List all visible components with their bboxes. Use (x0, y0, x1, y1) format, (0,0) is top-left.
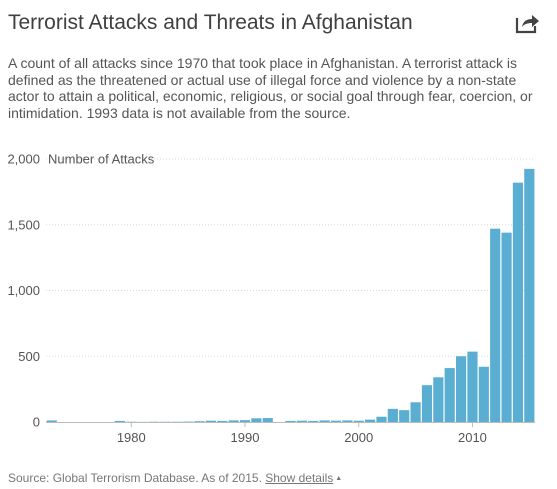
bar[interactable] (433, 377, 444, 422)
bar[interactable] (308, 420, 319, 422)
y-axis-label: Number of Attacks (48, 152, 155, 167)
caret-up-icon: ▲ (335, 475, 343, 482)
bar[interactable] (330, 420, 342, 422)
bar[interactable] (285, 420, 296, 422)
chart-subtitle: A count of all attacks since 1970 that t… (8, 55, 533, 121)
y-tick-label: 500 (18, 349, 40, 364)
x-axis-tick-labels: 1980 1990 2000 2010 (117, 422, 487, 445)
bar[interactable] (353, 420, 364, 422)
y-tick-label: 1,500 (7, 217, 40, 232)
bar[interactable] (524, 168, 535, 422)
bar[interactable] (319, 420, 330, 422)
bar[interactable] (342, 420, 353, 422)
x-tick-label: 2010 (458, 430, 487, 445)
grid-lines (46, 158, 535, 357)
bar[interactable] (478, 366, 489, 422)
y-tick-label: 0 (33, 415, 40, 430)
y-tick-label: 1,000 (7, 283, 40, 298)
bar[interactable] (387, 408, 398, 422)
x-tick-label: 1990 (231, 430, 260, 445)
bar[interactable] (365, 419, 376, 422)
bar[interactable] (114, 420, 126, 422)
show-details-link[interactable]: Show details (265, 471, 334, 485)
bar-chart: 0 500 1,000 1,500 2,000 1980 1990 2000 2010 Num… (7, 152, 535, 445)
y-axis-tick-labels: 0 500 1,000 1,500 2,000 (7, 152, 40, 430)
source-text: Source: Global Terrorism Database. As of… (8, 471, 266, 485)
source-footer: Source: Global Terrorism Database. As of… (8, 471, 342, 485)
bar[interactable] (455, 356, 467, 422)
bar[interactable] (444, 368, 455, 422)
bar[interactable] (228, 420, 239, 422)
bar[interactable] (205, 420, 216, 422)
bar[interactable] (490, 228, 501, 422)
bar[interactable] (262, 418, 273, 422)
bar[interactable] (421, 385, 433, 422)
bar[interactable] (512, 182, 524, 422)
y-tick-label: 2,000 (7, 152, 40, 167)
chart-title: Terrorist Attacks and Threats in Afghani… (8, 11, 413, 34)
x-tick-label: 2000 (344, 430, 373, 445)
x-tick-label: 1980 (117, 430, 146, 445)
bar[interactable] (46, 420, 57, 422)
bar[interactable] (410, 402, 421, 422)
bar[interactable] (467, 351, 478, 422)
bar[interactable] (239, 420, 251, 422)
bar[interactable] (194, 421, 205, 422)
bar[interactable] (501, 232, 512, 422)
share-arrow-icon[interactable] (514, 12, 540, 34)
bar[interactable] (376, 416, 387, 422)
bar[interactable] (399, 410, 410, 422)
bar[interactable] (217, 420, 228, 422)
bar[interactable] (251, 418, 262, 422)
bar-series (46, 168, 535, 422)
bar[interactable] (296, 420, 307, 422)
